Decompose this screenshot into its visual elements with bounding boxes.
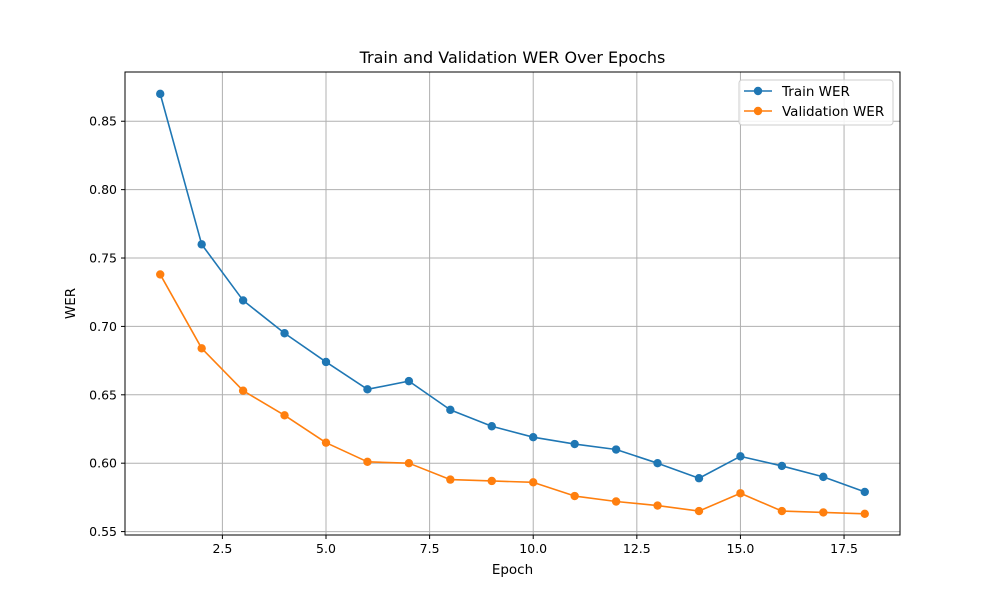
train-wer-point — [197, 240, 206, 249]
validation-wer-point — [819, 508, 828, 517]
x-tick-label: 17.5 — [830, 541, 858, 556]
train-wer-point — [611, 445, 621, 454]
train-wer-point — [736, 452, 745, 461]
series-group — [156, 89, 869, 518]
train-wer-point — [156, 89, 165, 99]
validation-wer-point — [404, 458, 414, 468]
x-axis-label: Epoch — [492, 562, 533, 578]
chart-title: Train and Validation WER Over Epochs — [359, 48, 666, 67]
ticks: 2.5 5.0 7.5 10.0 12.5 15.0 17.5 0.55 0.60 0.65 0.7… — [89, 114, 858, 556]
train-wer-point — [238, 296, 248, 305]
validation-wer-point — [777, 506, 787, 516]
validation-wer-point — [653, 501, 662, 510]
train-wer-point — [777, 461, 787, 471]
legend-box — [738, 79, 894, 126]
validation-wer-line — [159, 274, 865, 515]
plot-frame — [124, 71, 901, 536]
y-tick-label: 0.55 — [89, 524, 117, 539]
train-wer-line — [159, 93, 866, 493]
train-wer-point — [860, 487, 869, 497]
legend-marker-train-wer — [753, 86, 763, 96]
train-wer-point — [321, 357, 331, 367]
x-tick-label: 10.0 — [519, 541, 547, 556]
y-tick-label: 0.65 — [89, 387, 117, 402]
grid — [125, 72, 900, 535]
validation-wer-point — [280, 411, 289, 420]
validation-wer-point — [238, 386, 248, 395]
legend-marker-validation-wer — [753, 106, 763, 116]
train-wer-point — [529, 433, 538, 442]
train-wer-series — [156, 89, 869, 497]
validation-wer-point — [611, 497, 621, 506]
train-wer-point — [446, 405, 455, 415]
validation-wer-point — [156, 270, 165, 279]
x-tick-label: 5.0 — [316, 541, 336, 556]
validation-wer-point — [197, 344, 206, 353]
validation-wer-point — [446, 475, 455, 484]
train-wer-point — [280, 329, 289, 338]
train-wer-point — [570, 439, 579, 449]
x-tick-label: 12.5 — [623, 541, 651, 556]
validation-wer-point — [321, 438, 331, 447]
train-wer-point — [363, 385, 372, 394]
y-tick-label: 0.70 — [89, 319, 117, 334]
x-tick-label: 15.0 — [727, 541, 755, 556]
validation-wer-point — [860, 509, 869, 518]
validation-wer-point — [529, 478, 538, 487]
validation-wer-point — [570, 491, 579, 501]
validation-wer-point — [487, 476, 496, 486]
validation-wer-point — [736, 489, 745, 498]
validation-wer-point — [363, 457, 372, 467]
train-wer-point — [404, 376, 414, 386]
x-tick-label: 2.5 — [212, 541, 232, 556]
y-axis-label: WER — [63, 288, 79, 319]
validation-wer-series — [156, 270, 869, 518]
x-tick-label: 7.5 — [420, 541, 440, 556]
y-tick-label: 0.80 — [89, 182, 117, 197]
y-tick-label: 0.60 — [89, 456, 117, 471]
y-tick-label: 0.85 — [89, 114, 117, 129]
legend-label-train-wer: Train WER — [781, 84, 850, 100]
train-wer-point — [819, 472, 828, 482]
train-wer-point — [487, 422, 496, 431]
legend-label-validation-wer: Validation WER — [782, 104, 884, 120]
train-wer-point — [694, 474, 704, 483]
train-wer-point — [653, 458, 662, 468]
validation-wer-point — [694, 506, 704, 516]
legend: Train WER Validation WER — [738, 79, 894, 126]
y-tick-label: 0.75 — [89, 251, 117, 266]
